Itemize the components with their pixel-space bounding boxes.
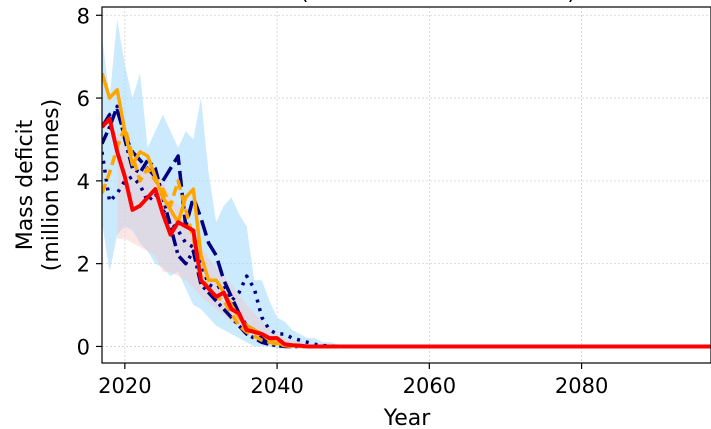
x-axis-label: Year	[383, 406, 432, 429]
axis-ticks: 2020 2040 2060 2080 0 2 4 6 8	[77, 4, 609, 398]
y-tick-label: 0	[77, 335, 90, 359]
y-axis-label-line1: Mass deficit	[13, 119, 38, 250]
y-tick-label: 2	[77, 253, 90, 277]
series-lines	[102, 72, 711, 349]
uncertainty-band-2	[117, 131, 308, 347]
uncertainty-band-1	[102, 19, 711, 349]
y-axis-label-line2: (million tonnes)	[39, 99, 64, 271]
chart-title-fragment: ( )	[300, 0, 576, 5]
x-tick-label: 2060	[403, 374, 456, 398]
x-tick-label: 2020	[98, 374, 151, 398]
series-line-3	[102, 104, 711, 349]
x-tick-label: 2080	[555, 374, 608, 398]
x-tick-label: 2040	[250, 374, 303, 398]
series-line-6	[102, 116, 711, 349]
y-tick-label: 8	[77, 4, 90, 28]
series-line-1	[102, 151, 711, 349]
y-tick-label: 6	[77, 87, 90, 111]
y-tick-label: 4	[77, 170, 90, 194]
uncertainty-bands	[102, 19, 711, 349]
plot-frame	[101, 6, 711, 364]
